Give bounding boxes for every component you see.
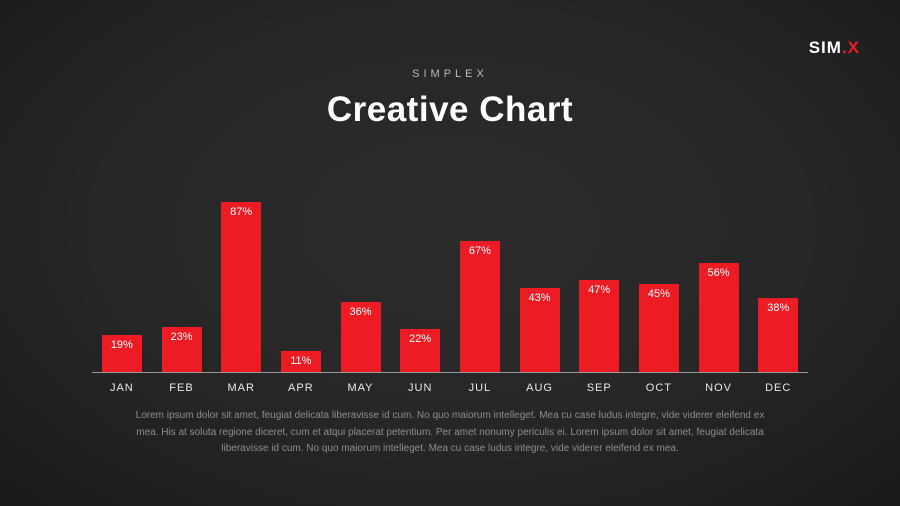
x-axis-label-jun: JUN [408,382,433,394]
x-axis-label-sep: SEP [586,382,612,394]
bar-slot-may: 36% [331,177,391,372]
bar-slot-oct: 45% [629,177,689,372]
bar-slot-sep: 47% [569,177,629,372]
bar-sep: 47% [579,280,620,372]
x-axis-label-feb: FEB [169,382,194,394]
brand-logo: SIM.X [809,38,860,58]
bar-may: 36% [340,301,381,372]
kicker-text: SIMPLEX [412,68,488,80]
bar-slot-feb: 23% [152,177,212,372]
bar-value-label: 36% [349,305,372,318]
bar-jul: 67% [459,241,500,372]
bar-apr: 11% [280,350,321,372]
bar-value-label: 43% [528,292,551,305]
bar-slot-aug: 43% [510,177,570,372]
x-axis-label-dec: DEC [765,382,792,394]
bar-value-label: 11% [290,354,312,367]
bar-value-label: 47% [588,284,611,297]
x-axis-label-aug: AUG [526,382,553,394]
x-axis-line [92,372,808,373]
bar-slot-apr: 11% [271,177,331,372]
bar-chart-bars: 19% 23% 87% 11% 36% 22% 67% 43% 47% 45% 56% 38% [92,177,808,372]
bar-slot-jun: 22% [390,177,450,372]
brand-logo-main: SIM [808,38,842,57]
bar-feb: 23% [161,327,202,372]
footer-paragraph: Lorem ipsum dolor sit amet, feugiat deli… [135,410,765,454]
bar-jun: 22% [400,329,441,372]
x-axis-label-oct: OCT [645,382,672,394]
bar-slot-dec: 38% [748,177,808,372]
bar-value-label: 19% [110,338,133,351]
x-axis-label-nov: NOV [705,382,732,394]
bar-value-label: 67% [468,245,491,258]
bar-value-label: 22% [409,333,432,346]
brand-logo-accent: .X [841,38,860,57]
bar-value-label: 87% [230,206,253,219]
bar-slot-jan: 19% [92,177,152,372]
x-axis-label-mar: MAR [227,382,255,394]
bar-slot-mar: 87% [211,177,271,372]
x-axis-labels: JAN FEB MAR APR MAY JUN JUL AUG SEP OCT NOV DEC [92,382,808,394]
bar-nov: 56% [698,262,739,372]
x-axis-label-jan: JAN [109,382,134,394]
bar-chart: 19% 23% 87% 11% 36% 22% 67% 43% 47% 45% 56% 38% JAN… [92,177,808,394]
x-axis-label-jul: JUL [468,382,492,394]
bar-value-label: 23% [170,331,193,344]
bar-value-label: 45% [647,288,670,301]
x-axis-label-apr: APR [288,382,314,394]
bar-value-label: 38% [767,301,790,314]
page-title: Creative Chart [326,90,574,129]
bar-slot-nov: 56% [689,177,749,372]
bar-aug: 43% [519,288,560,372]
bar-jan: 19% [101,334,142,372]
bar-dec: 38% [758,297,799,372]
bar-slot-jul: 67% [450,177,510,372]
bar-mar: 87% [221,202,262,372]
bar-oct: 45% [638,284,679,372]
x-axis-label-may: MAY [347,382,374,394]
bar-value-label: 56% [707,266,730,279]
